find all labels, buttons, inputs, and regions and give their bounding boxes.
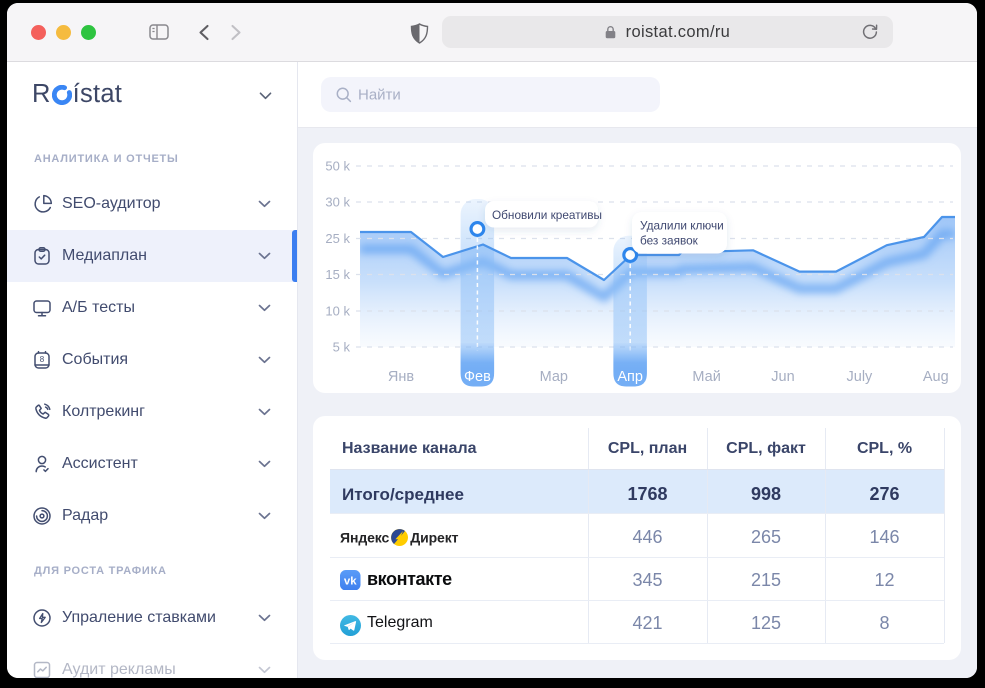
svg-text:Май: Май xyxy=(692,369,720,385)
svg-text:Фев: Фев xyxy=(464,369,491,385)
svg-text:Aug: Aug xyxy=(923,369,949,385)
svg-text:Обновили креативы: Обновили креативы xyxy=(492,208,602,222)
svg-text:без заявок: без заявок xyxy=(640,234,699,248)
svg-text:Jun: Jun xyxy=(771,369,794,385)
svg-text:vk: vk xyxy=(344,575,357,587)
svg-text:50 k: 50 k xyxy=(325,159,350,174)
svg-text:July: July xyxy=(847,369,874,385)
svg-text:30 k: 30 k xyxy=(325,195,350,210)
svg-text:5 k: 5 k xyxy=(333,340,351,355)
svg-text:Удалили ключи: Удалили ключи xyxy=(640,219,724,233)
svg-text:Мар: Мар xyxy=(540,369,568,385)
svg-text:10 k: 10 k xyxy=(325,304,350,319)
svg-text:25 k: 25 k xyxy=(325,231,350,246)
svg-text:Янв: Янв xyxy=(388,369,414,385)
svg-text:15 k: 15 k xyxy=(325,267,350,282)
svg-text:8: 8 xyxy=(40,355,45,364)
svg-text:Апр: Апр xyxy=(617,369,643,385)
